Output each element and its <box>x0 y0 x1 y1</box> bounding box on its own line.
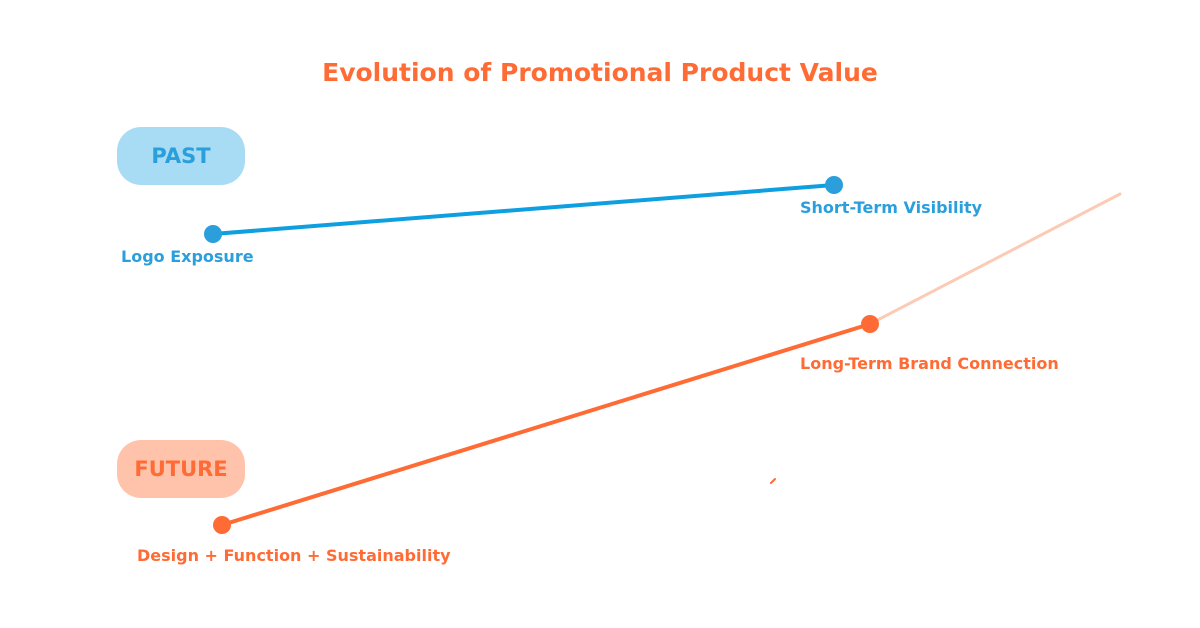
future-line <box>220 322 872 527</box>
past-line <box>211 183 836 236</box>
past-end-label: Short-Term Visibility <box>800 198 983 217</box>
past-end-dot <box>825 176 843 194</box>
future-end-dot <box>861 315 879 333</box>
future-extension-line <box>868 192 1122 326</box>
future-end-label: Long-Term Brand Connection <box>800 354 1059 373</box>
past-pill: PAST <box>117 127 245 185</box>
future-start-dot <box>213 516 231 534</box>
past-start-label: Logo Exposure <box>121 247 254 266</box>
future-start-label: Design + Function + Sustainability <box>137 546 451 565</box>
past-start-dot <box>204 225 222 243</box>
page-title: Evolution of Promotional Product Value <box>322 58 878 87</box>
stray-tick-mark <box>770 478 776 484</box>
future-pill: FUTURE <box>117 440 245 498</box>
